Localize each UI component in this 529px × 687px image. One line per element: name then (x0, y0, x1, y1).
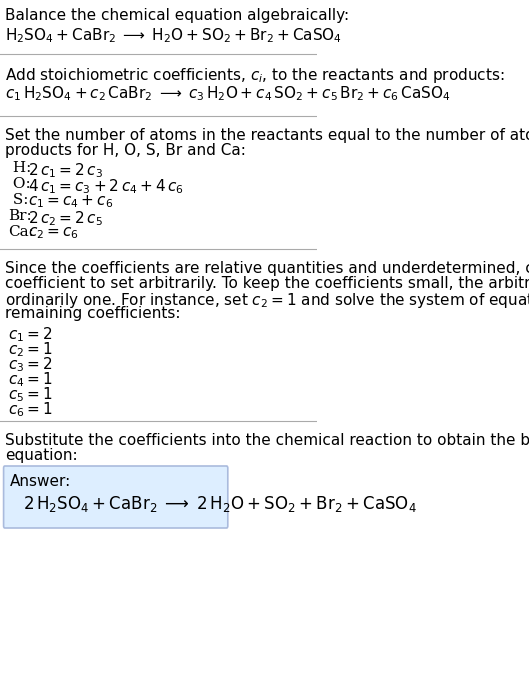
Text: Since the coefficients are relative quantities and underdetermined, choose a: Since the coefficients are relative quan… (5, 261, 529, 276)
Text: $c_2 = c_6$: $c_2 = c_6$ (28, 225, 78, 240)
Text: Substitute the coefficients into the chemical reaction to obtain the balanced: Substitute the coefficients into the che… (5, 433, 529, 448)
Text: remaining coefficients:: remaining coefficients: (5, 306, 180, 321)
FancyBboxPatch shape (4, 466, 228, 528)
Text: $c_5 = 1$: $c_5 = 1$ (8, 385, 53, 404)
Text: Balance the chemical equation algebraically:: Balance the chemical equation algebraica… (5, 8, 349, 23)
Text: $2\,c_2 = 2\,c_5$: $2\,c_2 = 2\,c_5$ (28, 209, 103, 227)
Text: H:: H: (8, 161, 32, 175)
Text: products for H, O, S, Br and Ca:: products for H, O, S, Br and Ca: (5, 143, 245, 158)
Text: $2\,c_1 = 2\,c_3$: $2\,c_1 = 2\,c_3$ (28, 161, 103, 180)
Text: equation:: equation: (5, 448, 77, 463)
Text: $4\,c_1 = c_3 + 2\,c_4 + 4\,c_6$: $4\,c_1 = c_3 + 2\,c_4 + 4\,c_6$ (28, 177, 184, 196)
Text: S:: S: (8, 193, 29, 207)
Text: $c_3 = 2$: $c_3 = 2$ (8, 355, 53, 374)
Text: $c_1\,\mathrm{H_2SO_4} + c_2\,\mathrm{CaBr_2} \;\longrightarrow\; c_3\,\mathrm{H: $c_1\,\mathrm{H_2SO_4} + c_2\,\mathrm{Ca… (5, 84, 451, 102)
Text: $c_1 = 2$: $c_1 = 2$ (8, 325, 53, 344)
Text: $c_4 = 1$: $c_4 = 1$ (8, 370, 53, 389)
Text: ordinarily one. For instance, set $c_2 = 1$ and solve the system of equations fo: ordinarily one. For instance, set $c_2 =… (5, 291, 529, 310)
Text: Answer:: Answer: (10, 474, 71, 489)
Text: Set the number of atoms in the reactants equal to the number of atoms in the: Set the number of atoms in the reactants… (5, 128, 529, 143)
Text: Br:: Br: (8, 209, 32, 223)
Text: O:: O: (8, 177, 31, 191)
Text: Add stoichiometric coefficients, $c_i$, to the reactants and products:: Add stoichiometric coefficients, $c_i$, … (5, 66, 504, 85)
Text: $c_2 = 1$: $c_2 = 1$ (8, 340, 53, 359)
Text: Ca:: Ca: (8, 225, 34, 239)
Text: $2\,\mathrm{H_2SO_4 + CaBr_2 \;\longrightarrow\; 2\,H_2O + SO_2 + Br_2 + CaSO_4}: $2\,\mathrm{H_2SO_4 + CaBr_2 \;\longrigh… (23, 494, 417, 514)
Text: coefficient to set arbitrarily. To keep the coefficients small, the arbitrary va: coefficient to set arbitrarily. To keep … (5, 276, 529, 291)
Text: $c_1 = c_4 + c_6$: $c_1 = c_4 + c_6$ (28, 193, 113, 210)
Text: $c_6 = 1$: $c_6 = 1$ (8, 400, 53, 418)
Text: $\mathrm{H_2SO_4 + CaBr_2 \;\longrightarrow\; H_2O + SO_2 + Br_2 + CaSO_4}$: $\mathrm{H_2SO_4 + CaBr_2 \;\longrightar… (5, 26, 342, 45)
